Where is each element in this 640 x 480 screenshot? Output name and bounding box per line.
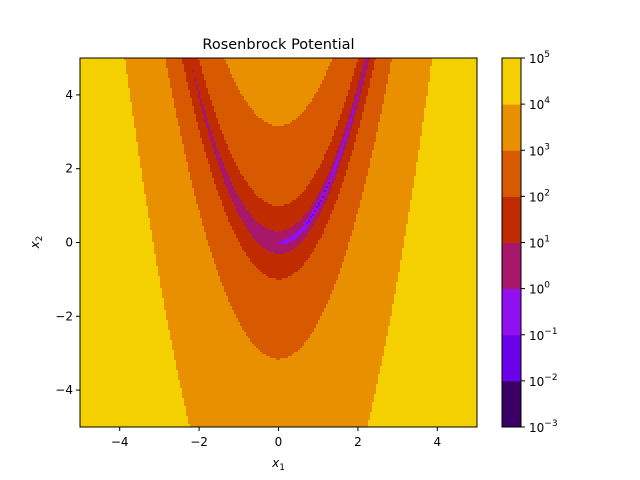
x-tick-label: −2	[190, 435, 208, 449]
contour-band-5	[166, 58, 392, 360]
colorbar-tick-label: 103	[529, 142, 550, 158]
x-tick-label: −4	[111, 435, 129, 449]
y-tick-label: 0	[65, 236, 73, 250]
x-tick-label: 4	[433, 435, 441, 449]
x-axis-label: x1	[271, 456, 285, 473]
contour-band-4	[182, 58, 376, 280]
contour-band-6	[124, 58, 432, 427]
y-tick-label: −2	[55, 309, 73, 323]
colorbar-band-4	[502, 196, 521, 243]
colorbar-tick-label: 102	[529, 188, 550, 204]
contour-band-3	[192, 58, 370, 254]
colorbar-tick-label: 10−2	[529, 373, 558, 389]
colorbar-band-0	[502, 380, 521, 428]
colorbar-band-7	[502, 58, 521, 105]
colorbar-tick-label: 104	[529, 96, 550, 112]
colorbar-tick-label: 100	[529, 281, 550, 297]
x-tick-label: 2	[354, 435, 362, 449]
y-tick-label: −4	[55, 383, 73, 397]
colorbar-tick-label: 10−3	[529, 419, 558, 435]
colorbar-tick-label: 101	[529, 235, 550, 251]
x-tick-label: 0	[275, 435, 283, 449]
x-axis: −4 −2 0 2 4	[111, 427, 441, 449]
y-axis-label-sub: 2	[35, 236, 45, 242]
colorbar-band-3	[502, 242, 521, 290]
y-tick-label: 4	[65, 88, 73, 102]
y-axis-label: x2	[28, 236, 45, 250]
y-tick-label: 2	[65, 162, 73, 176]
colorbar-band-2	[502, 288, 521, 336]
colorbar-tick-label: 10−1	[529, 327, 558, 343]
colorbar-band-6	[502, 104, 521, 151]
plot-area	[80, 58, 477, 427]
colorbar-band-5	[502, 150, 521, 197]
contour-fills	[80, 58, 477, 427]
colorbar-band-1	[502, 334, 521, 382]
colorbar: 10−3 10−2 10−1 100 101 102 103 104 105	[501, 50, 558, 435]
chart-title: Rosenbrock Potential	[202, 37, 354, 53]
x-axis-label-base: x	[271, 456, 280, 470]
y-axis: −4 −2 0 2 4	[55, 88, 80, 397]
y-axis-label-base: x	[28, 240, 42, 249]
colorbar-tick-label: 105	[529, 50, 550, 66]
x-axis-label-sub: 1	[279, 463, 285, 473]
